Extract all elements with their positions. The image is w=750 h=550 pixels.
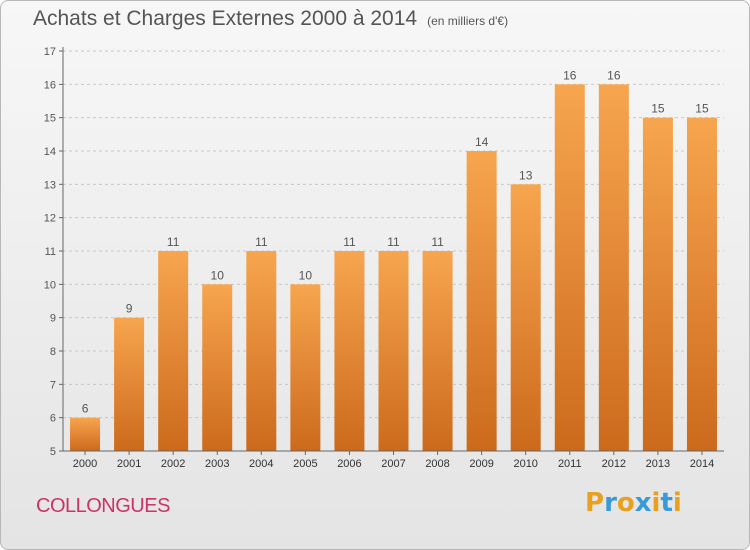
bar: [378, 251, 409, 451]
x-tick-label: 2014: [690, 458, 714, 470]
bar: [290, 284, 321, 451]
bar: [202, 284, 233, 451]
y-tick-label: 10: [44, 279, 56, 291]
bar-value-label: 11: [167, 235, 180, 249]
y-tick-label: 8: [50, 346, 56, 358]
logo-letter: i: [651, 488, 661, 518]
logo-letter: o: [616, 488, 635, 518]
y-tick-label: 6: [50, 413, 56, 425]
y-tick-label: 9: [50, 313, 56, 325]
logo-letter: t: [660, 488, 673, 518]
bar-value-label: 11: [431, 235, 444, 249]
bar-value-label: 13: [519, 168, 533, 182]
bar-value-label: 14: [475, 135, 489, 149]
bar-value-label: 9: [126, 302, 133, 316]
chart-title: Achats et Charges Externes 2000 à 2014: [33, 7, 418, 30]
x-tick-label: 2011: [558, 458, 582, 470]
proxiti-logo[interactable]: Proxiti: [585, 488, 682, 518]
x-tick-label: 2004: [249, 458, 273, 470]
bar-value-label: 11: [387, 235, 400, 249]
x-tick-label: 2013: [646, 458, 670, 470]
y-tick-label: 17: [44, 46, 56, 58]
commune-name: COLLONGUES: [36, 495, 170, 517]
bar: [422, 251, 453, 451]
x-tick-label: 2006: [337, 458, 361, 470]
x-tick-label: 2007: [381, 458, 405, 470]
chart-subtitle: (en milliers d'€): [427, 14, 509, 28]
x-tick-label: 2003: [205, 458, 229, 470]
bar-value-label: 16: [563, 68, 577, 82]
y-tick-label: 14: [44, 146, 56, 158]
bar-value-label: 15: [651, 102, 665, 116]
bar-value-label: 10: [211, 268, 225, 282]
bar: [334, 251, 365, 451]
x-tick-label: 2000: [73, 458, 97, 470]
logo-letter: i: [672, 488, 682, 518]
chart-header: Achats et Charges Externes 2000 à 2014 (e…: [33, 7, 508, 31]
bar: [642, 117, 673, 452]
x-tick-label: 2002: [161, 458, 185, 470]
bar: [114, 317, 145, 451]
y-tick-label: 13: [44, 179, 56, 191]
bar: [598, 84, 629, 451]
bar-value-label: 15: [695, 102, 709, 116]
x-tick-label: 2005: [293, 458, 317, 470]
y-tick-label: 5: [50, 446, 56, 458]
axes: [59, 47, 724, 455]
bar: [246, 251, 277, 451]
bar: [466, 151, 497, 451]
bar-value-label: 10: [299, 268, 313, 282]
logo-letter: r: [604, 488, 617, 518]
bar: [686, 117, 717, 452]
bar-value-label: 16: [607, 68, 621, 82]
x-tick-label: 2010: [513, 458, 537, 470]
bar-value-label: 11: [255, 235, 268, 249]
labels: 5 6 7 8 9 10 11 12 13 14 15 16 17 6 2000 9 2001 11 2002 10 2…: [44, 46, 714, 470]
y-tick-label: 7: [50, 379, 56, 391]
x-tick-label: 2012: [602, 458, 626, 470]
y-tick-label: 12: [44, 213, 56, 225]
y-tick-label: 16: [44, 79, 56, 91]
y-tick-label: 15: [44, 113, 56, 125]
bar-value-label: 11: [343, 235, 356, 249]
x-tick-label: 2001: [117, 458, 141, 470]
x-tick-label: 2008: [425, 458, 449, 470]
bar: [510, 184, 541, 452]
bar: [554, 84, 585, 451]
bars: [70, 84, 717, 452]
bar: [70, 417, 101, 451]
y-tick-label: 11: [45, 246, 56, 258]
bar-value-label: 6: [82, 402, 89, 416]
x-tick-label: 2009: [469, 458, 493, 470]
logo-letter: x: [634, 488, 652, 518]
bar: [158, 251, 189, 451]
logo-letter: P: [585, 488, 605, 518]
